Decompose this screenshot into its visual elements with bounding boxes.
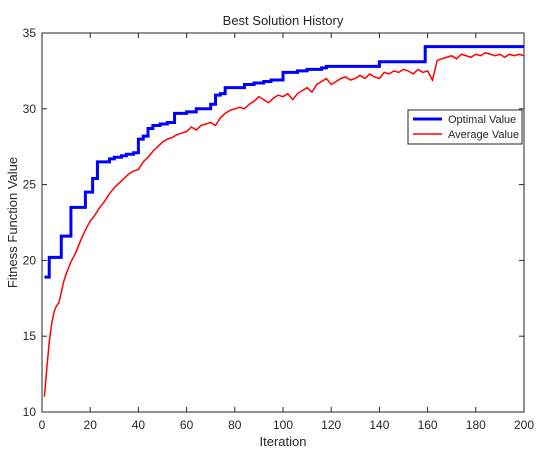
x-tick-label: 80 — [228, 418, 242, 432]
axis-ticks: 0 20 40 60 80 100 120 140 160 180 200 10 15 20 25 30 35 — [23, 26, 535, 432]
y-axis-title: Fitness Function Value — [5, 157, 20, 288]
series-line-optimal-value — [44, 45, 524, 279]
series-line-average-value — [43, 51, 525, 397]
y-tick-label: 35 — [23, 26, 37, 40]
x-tick-label: 0 — [39, 418, 46, 432]
x-tick-label: 40 — [132, 418, 146, 432]
legend-label-average-value: Average Value — [448, 129, 519, 141]
x-tick-label: 160 — [418, 418, 438, 432]
series-layer — [43, 45, 525, 397]
plot-area — [41, 32, 525, 413]
x-tick-label: 20 — [84, 418, 98, 432]
x-tick-label: 60 — [180, 418, 194, 432]
y-tick-label: 25 — [23, 178, 37, 192]
x-tick-label: 180 — [466, 418, 486, 432]
y-tick-label: 10 — [23, 405, 37, 419]
x-tick-label: 120 — [321, 418, 341, 432]
x-tick-label: 100 — [273, 418, 293, 432]
legend: Optimal Value Average Value — [407, 109, 523, 145]
chart-title: Best Solution History — [223, 13, 344, 28]
x-axis-title: Iteration — [260, 434, 307, 449]
y-tick-label: 30 — [23, 102, 37, 116]
y-tick-label: 20 — [23, 253, 37, 267]
legend-label-optimal-value: Optimal Value — [448, 114, 516, 126]
x-tick-label: 200 — [514, 418, 534, 432]
x-tick-label: 140 — [369, 418, 389, 432]
legend-box — [407, 109, 523, 145]
y-tick-label: 15 — [23, 329, 37, 343]
